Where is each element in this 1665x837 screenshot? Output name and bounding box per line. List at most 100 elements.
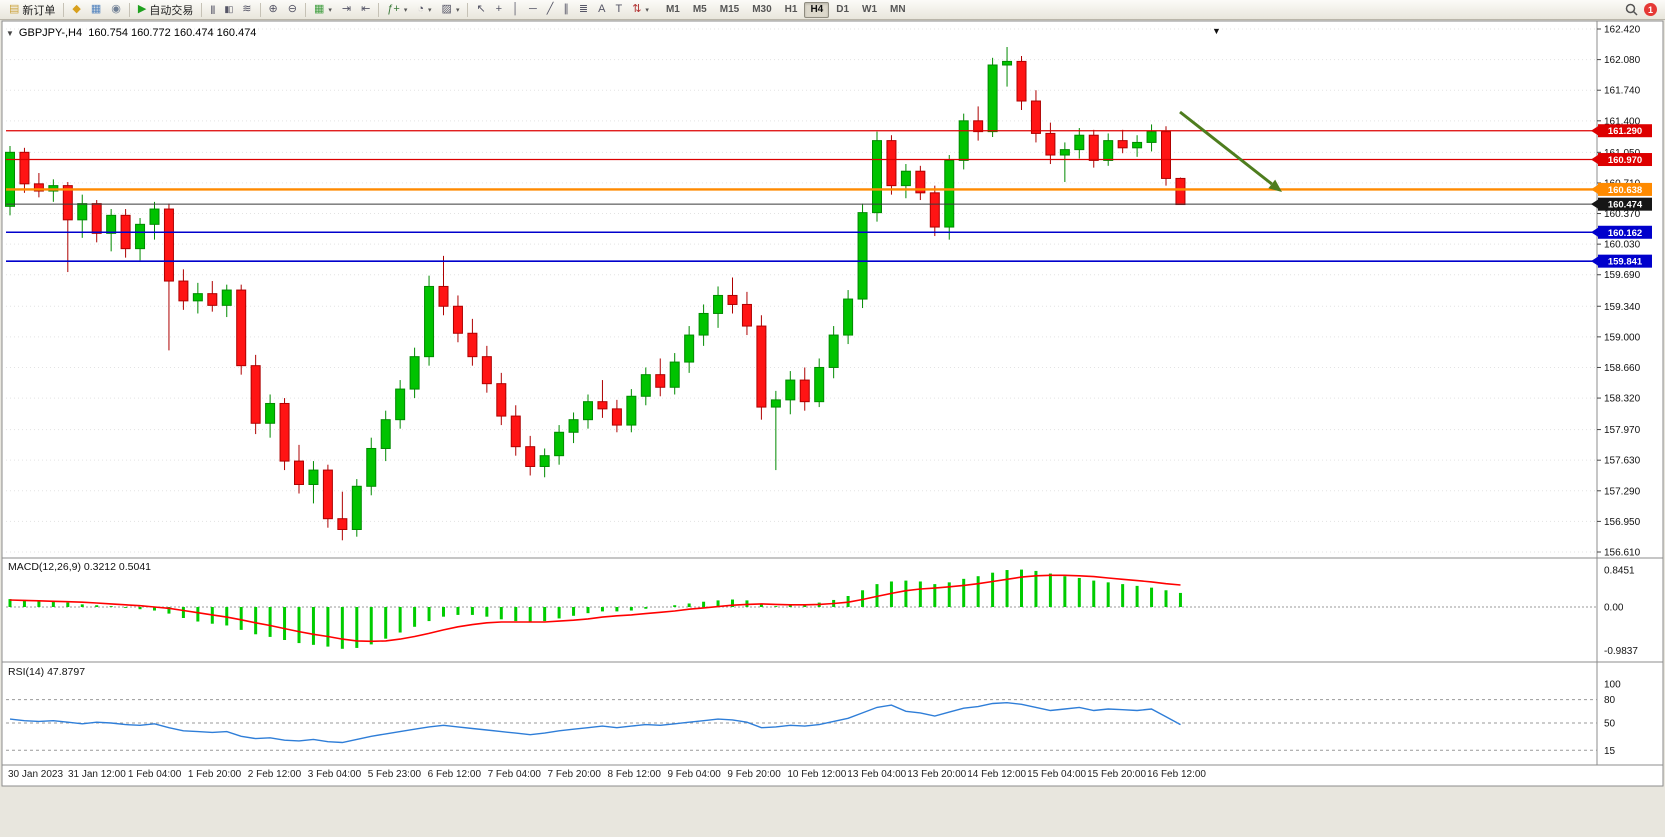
time-axis[interactable]: 30 Jan 2023 31 Jan 12:00 1 Feb 04:00 1 Feb … xyxy=(8,769,1206,780)
templates-icon-dropdown[interactable]: ▾ xyxy=(455,6,460,14)
channel-icon[interactable]: ∥ xyxy=(558,1,574,18)
timeframe-h4-button[interactable]: H4 xyxy=(804,1,830,18)
cursor-icon[interactable]: ↖ xyxy=(471,1,490,18)
timeframe-h1-button[interactable]: H1 xyxy=(784,3,798,15)
chart-shift-icon[interactable]: ⇤ xyxy=(356,1,375,18)
price-tick-label: 157.630 xyxy=(1604,456,1641,467)
periods-icon-dropdown[interactable]: ▾ xyxy=(428,6,432,14)
time-tick-label: 15 Feb 20:00 xyxy=(1087,769,1146,780)
price-tick-label: 158.320 xyxy=(1604,394,1641,405)
timeframe-w1-button[interactable]: W1 xyxy=(862,3,878,15)
label-icon[interactable]: T xyxy=(610,1,627,18)
timeframe-d1-button[interactable]: D1 xyxy=(836,3,850,15)
navigator-icon-glyph: ◉ xyxy=(111,3,121,15)
chart-background xyxy=(1,20,1664,787)
chart-shift-marker[interactable]: ▼ xyxy=(1212,26,1221,36)
macd-tick-label: -0.9837 xyxy=(1604,646,1638,657)
candlesticks xyxy=(5,47,1186,541)
svg-text:160.970: 160.970 xyxy=(1608,155,1642,166)
toolbar: ▤ 新订单 ◆ ▦ ◉ ▶ 自动交易 ||| ▮▯ ≋ ⊕ ⊖ ▦ ▾ ⇥ ⇤ ƒ+ ▾ ◔ ▾ ▨ ▾ ↖ + │ ─ ╱ ∥ ≣ A T… xyxy=(0,0,1665,20)
horizontal-line-icon[interactable]: ─ xyxy=(524,1,542,18)
price-tick-label: 160.370 xyxy=(1604,209,1641,220)
macd-tick-label: 0.00 xyxy=(1604,603,1624,614)
time-tick-label: 30 Jan 2023 xyxy=(8,769,63,780)
bar-chart-icon-glyph: ||| xyxy=(210,4,215,14)
price-tick-label: 156.950 xyxy=(1604,517,1641,528)
macd-tick-label: 0.8451 xyxy=(1604,565,1635,576)
trendline-icon[interactable]: ╱ xyxy=(542,1,559,18)
data-window-icon[interactable]: ▦ xyxy=(86,1,106,18)
macd-histogram xyxy=(8,569,1182,649)
timeframe-m1-button[interactable]: M1 xyxy=(665,3,680,15)
svg-text:160.638: 160.638 xyxy=(1608,185,1642,196)
timeframe-m5-button[interactable]: M5 xyxy=(692,3,707,15)
time-tick-label: 7 Feb 20:00 xyxy=(548,769,602,780)
vertical-line-icon[interactable]: │ xyxy=(507,1,524,18)
line-chart-icon[interactable]: ≋ xyxy=(237,1,256,18)
chart-symbol-ohlc: GBPJPY-,H4 160.754 160.772 160.474 160.4… xyxy=(18,27,257,39)
timeframe-m30-button[interactable]: M30 xyxy=(752,3,772,15)
time-tick-label: 7 Feb 04:00 xyxy=(488,769,542,780)
horizontal-line-icon-glyph: ─ xyxy=(528,3,537,15)
rsi-tick-label: 50 xyxy=(1604,719,1616,730)
time-tick-label: 14 Feb 12:00 xyxy=(967,769,1026,780)
svg-text:160.162: 160.162 xyxy=(1608,228,1642,239)
templates-icon[interactable]: ▨ ▾ xyxy=(437,1,465,18)
autotrading-button-glyph: ▶ xyxy=(137,3,147,15)
time-tick-label: 15 Feb 04:00 xyxy=(1027,769,1086,780)
toolbar-separator xyxy=(304,2,306,17)
chart-expand-icon[interactable]: ▼ xyxy=(6,28,14,38)
timeframe-mn-button[interactable]: MN xyxy=(890,3,906,15)
line-chart-icon-glyph: ≋ xyxy=(242,3,252,15)
price-label-160.162: 160.162 xyxy=(1591,225,1652,239)
svg-text:160.474: 160.474 xyxy=(1608,200,1643,211)
timeframe-m15-button[interactable]: M15 xyxy=(719,3,740,15)
toolbar-separator xyxy=(259,2,261,17)
time-tick-label: 6 Feb 12:00 xyxy=(428,769,482,780)
market-watch-icon[interactable]: ◆ xyxy=(67,1,85,18)
autotrading-button[interactable]: ▶ 自动交易 xyxy=(133,1,198,18)
rsi-axis: 100 80 50 15 xyxy=(1604,680,1621,757)
arrows-icon-dropdown[interactable]: ▾ xyxy=(645,6,649,14)
trend-arrow[interactable] xyxy=(1179,110,1282,192)
crosshair-icon[interactable]: + xyxy=(491,1,507,18)
tile-windows-icon-dropdown[interactable]: ▾ xyxy=(328,6,332,14)
tile-windows-icon[interactable]: ▦ ▾ xyxy=(309,1,337,18)
price-tick-label: 158.660 xyxy=(1604,363,1641,374)
arrows-icon[interactable]: ⇅ ▾ xyxy=(627,1,654,18)
text-icon[interactable]: A xyxy=(593,1,610,18)
zoom-out-icon[interactable]: ⊖ xyxy=(283,1,302,18)
search-icon[interactable] xyxy=(1625,3,1638,16)
bar-chart-icon[interactable]: ||| xyxy=(205,1,219,18)
fibonacci-icon[interactable]: ≣ xyxy=(574,1,593,18)
price-tick-label: 162.080 xyxy=(1604,55,1641,66)
time-tick-label: 16 Feb 12:00 xyxy=(1147,769,1206,780)
rsi-line xyxy=(9,701,1181,744)
indicators-icon-dropdown[interactable]: ▾ xyxy=(403,6,408,14)
indicators-icon[interactable]: ƒ+ ▾ xyxy=(382,1,412,18)
periods-icon[interactable]: ◔ ▾ xyxy=(412,1,436,18)
toolbar-separator xyxy=(201,2,203,17)
chart-area[interactable]: ▼162.420162.080161.740161.400161.050160.… xyxy=(0,20,1665,788)
navigator-icon[interactable]: ◉ xyxy=(106,1,126,18)
auto-scroll-icon[interactable]: ⇥ xyxy=(337,1,356,18)
fibonacci-icon-glyph: ≣ xyxy=(578,3,589,15)
price-tick-label: 161.740 xyxy=(1604,86,1641,97)
price-tick-label: 156.610 xyxy=(1604,548,1641,559)
toolbar-separator xyxy=(467,2,469,17)
time-tick-label: 8 Feb 12:00 xyxy=(608,769,662,780)
notification-badge[interactable]: 1 xyxy=(1644,3,1657,16)
macd-axis: 0.8451 0.00 -0.9837 xyxy=(1604,565,1638,656)
new-order-button[interactable]: ▤ 新订单 xyxy=(4,1,60,18)
time-tick-label: 3 Feb 04:00 xyxy=(308,769,362,780)
toolbar-groups: ▤ 新订单 ◆ ▦ ◉ ▶ 自动交易 ||| ▮▯ ≋ ⊕ ⊖ ▦ ▾ ⇥ ⇤ ƒ+ ▾ ◔ ▾ ▨ ▾ ↖ + │ ─ ╱ ∥ ≣ A T… xyxy=(4,1,654,18)
price-tick-label: 157.970 xyxy=(1604,425,1641,436)
new-order-button-glyph: ▤ xyxy=(9,3,20,15)
price-tick-label: 157.290 xyxy=(1604,486,1641,497)
zoom-in-icon[interactable]: ⊕ xyxy=(264,1,283,18)
timeframe-bar: M1 M5 M15 M30 H1 H4 D1 W1 MN xyxy=(660,1,912,18)
zoom-in-icon-glyph: ⊕ xyxy=(268,3,278,15)
candlestick-chart-icon[interactable]: ▮▯ xyxy=(219,1,237,18)
crosshair-icon-glyph: + xyxy=(495,3,503,15)
label-icon-glyph: T xyxy=(615,3,623,15)
